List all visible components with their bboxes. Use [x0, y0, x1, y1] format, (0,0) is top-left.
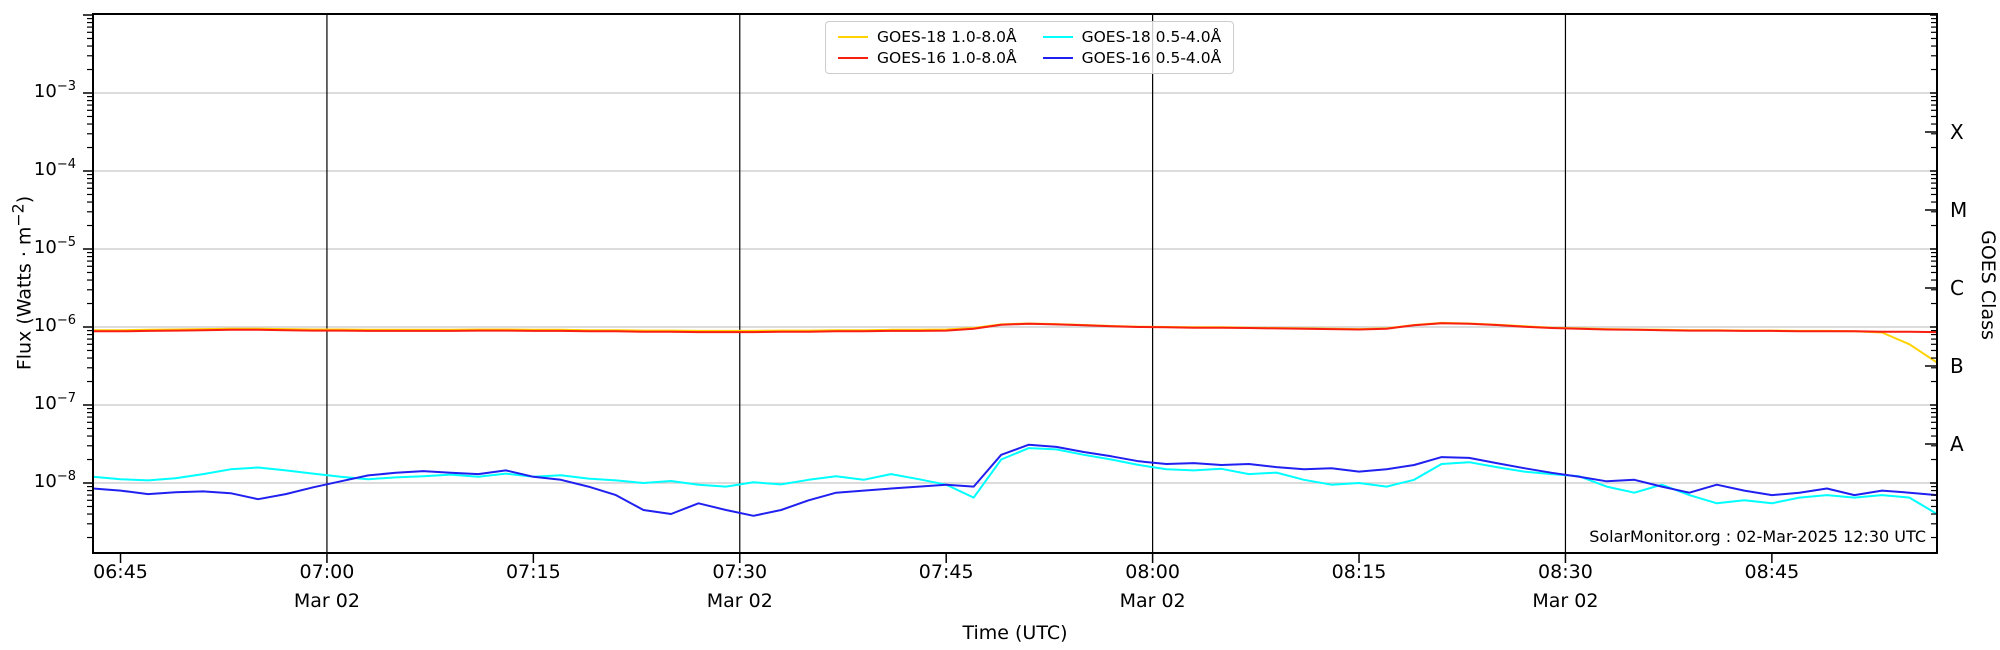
xtick-label: 08:00 — [1125, 561, 1180, 583]
series-line — [93, 447, 1937, 515]
ytick-label: 10−3 — [33, 79, 76, 102]
legend-swatch — [838, 36, 868, 38]
legend-swatch — [1042, 36, 1073, 38]
legend-swatch — [838, 57, 868, 59]
xdate-label: Mar 02 — [293, 590, 360, 612]
legend-swatch — [1042, 57, 1073, 59]
legend-item: GOES-18 0.5-4.0Å — [1042, 28, 1222, 46]
legend-item: GOES-16 1.0-8.0Å — [838, 49, 1017, 67]
goes-class-label: A — [1950, 432, 1964, 456]
ytick-label: 10−8 — [33, 469, 76, 492]
y2-axis-title: GOES Class — [1977, 230, 1999, 340]
plot-border — [92, 13, 1938, 554]
legend-item: GOES-18 1.0-8.0Å — [838, 28, 1017, 46]
y-axis-title: Flux (Watts · m−2) — [8, 195, 36, 371]
xtick-label: 07:30 — [712, 561, 768, 583]
xtick-label: 07:15 — [505, 561, 561, 583]
series-line — [93, 322, 1937, 334]
ytick-label: 10−6 — [33, 313, 76, 336]
legend-label: GOES-18 1.0-8.0Å — [877, 28, 1017, 46]
xdate-label: Mar 02 — [1119, 590, 1186, 612]
xtick-label: 07:45 — [918, 561, 974, 583]
legend: GOES-18 1.0-8.0Å GOES-16 1.0-8.0Å GOES-18 … — [825, 21, 1235, 74]
legend-label: GOES-16 0.5-4.0Å — [1081, 49, 1222, 67]
series-line — [93, 321, 1937, 364]
goes-class-label: X — [1950, 120, 1964, 144]
xdate-label: Mar 02 — [1532, 590, 1599, 612]
xtick-label: 08:15 — [1331, 561, 1387, 583]
series-layer — [93, 321, 1937, 517]
legend-label: GOES-16 1.0-8.0Å — [877, 49, 1017, 67]
xtick-label: 08:30 — [1538, 561, 1593, 583]
legend-label: GOES-18 0.5-4.0Å — [1081, 28, 1222, 46]
xtick-label: 08:45 — [1744, 561, 1800, 583]
xtick-label: 07:00 — [299, 561, 355, 583]
goes-class-label: M — [1950, 198, 1968, 222]
ytick-label: 10−7 — [33, 391, 76, 414]
xdate-label: Mar 02 — [706, 590, 773, 612]
goes-class-label: B — [1950, 354, 1964, 378]
source-annotation: SolarMonitor.org : 02-Mar-2025 12:30 UTC — [1589, 527, 1926, 546]
goes-class-label: C — [1950, 276, 1964, 300]
ytick-label: 10−4 — [33, 157, 76, 180]
x-axis-title: Time (UTC) — [962, 622, 1068, 644]
xtick-label: 06:45 — [93, 561, 148, 583]
legend-item: GOES-16 0.5-4.0Å — [1042, 49, 1222, 67]
ytick-label: 10−5 — [33, 235, 76, 258]
series-line — [93, 443, 1937, 517]
